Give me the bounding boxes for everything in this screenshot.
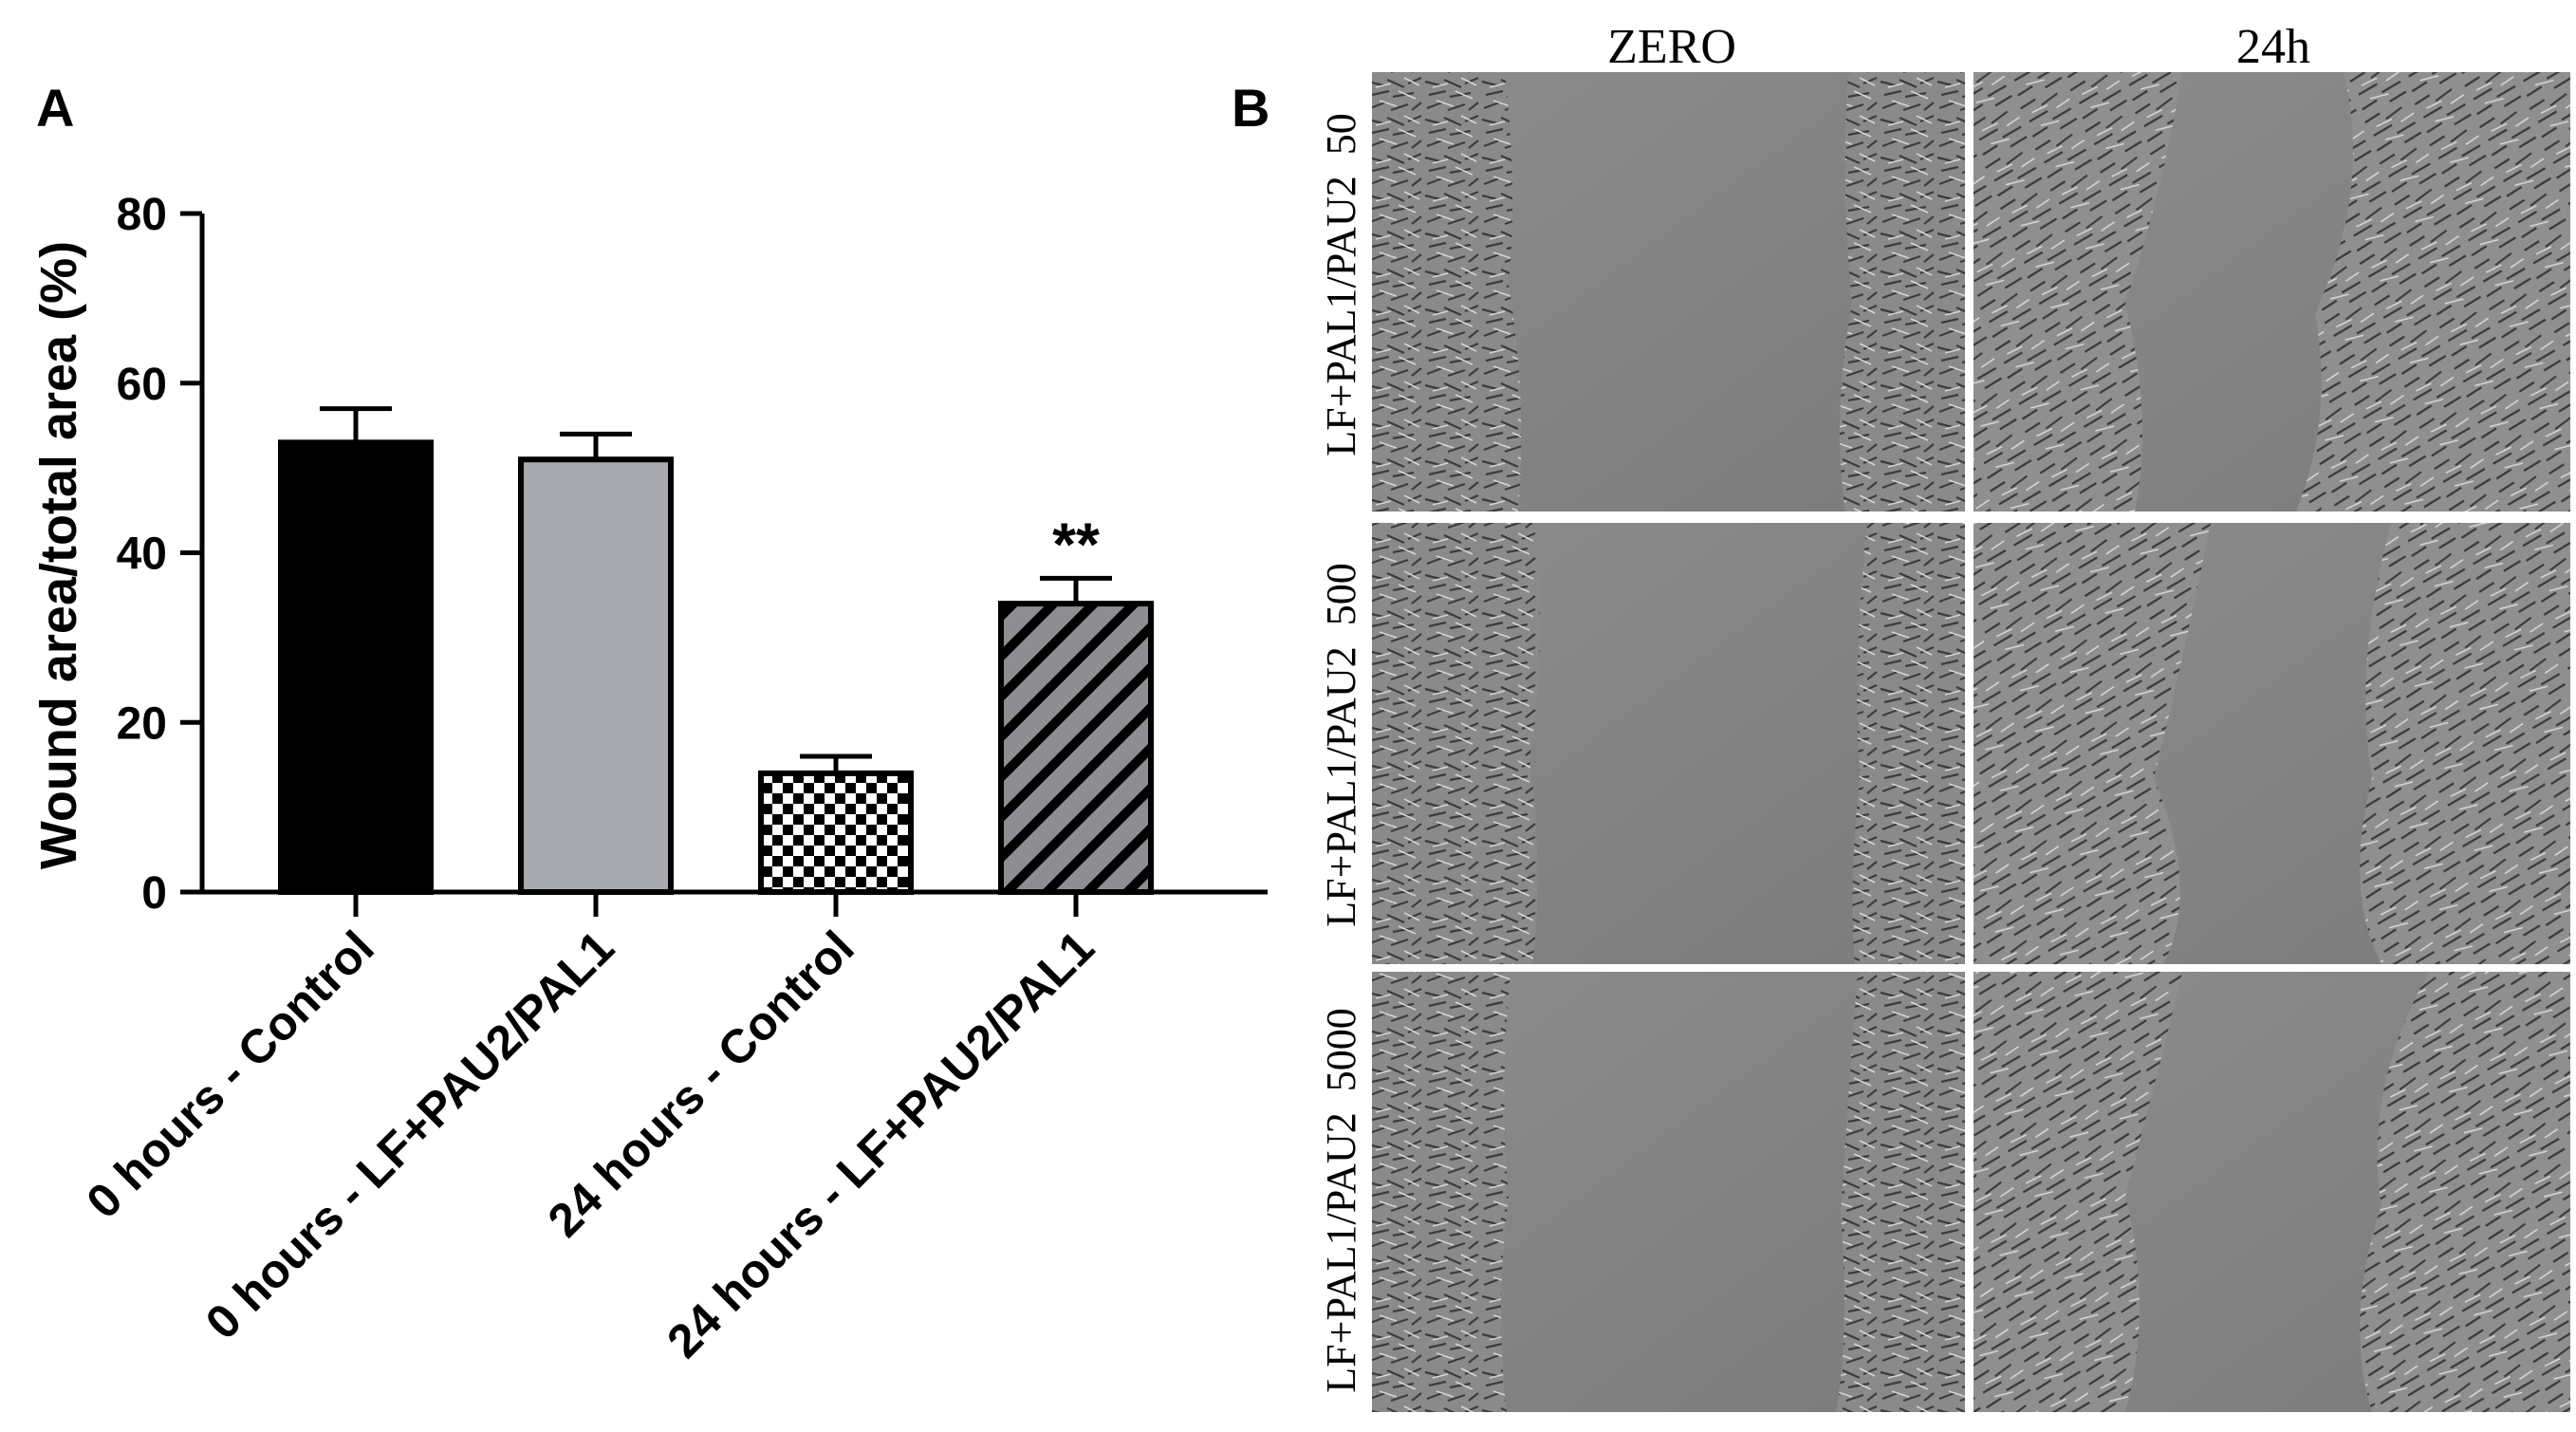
y-axis-ticks: 0 20 40 60 80 [117, 190, 202, 919]
y-tick-label: 20 [117, 698, 167, 749]
bar-4 [998, 601, 1154, 895]
bars [278, 439, 1154, 895]
category-label: 0 hours - LF+PAU2/PAL1 [195, 921, 624, 1349]
y-axis-label: Wound area/total area (%) [30, 241, 87, 869]
annotations: ** [1052, 510, 1100, 578]
panel-a-letter: A [36, 78, 74, 138]
category-label: 24 hours - LF+PAU2/PAL1 [657, 921, 1103, 1367]
y-tick-label: 80 [117, 190, 167, 240]
row-label-500: LF+PAL1/PAU2 500 [1318, 563, 1364, 926]
row-label-5000: LF+PAL1/PAU2 5000 [1318, 1008, 1364, 1392]
column-header-24h: 24h [2236, 20, 2310, 74]
bar-1 [278, 439, 434, 895]
micrograph-500-zero [1372, 523, 1965, 964]
y-tick-label: 40 [117, 530, 167, 580]
error-bars [320, 406, 1112, 773]
micrograph-50-24h [1974, 72, 2570, 511]
significance-marker: ** [1052, 510, 1100, 578]
micrograph-50-zero [1372, 72, 1965, 511]
bar-2 [518, 456, 674, 895]
x-axis-ticks [353, 892, 1079, 917]
micrograph-grid-lines [1366, 66, 2576, 1418]
micrograph-500-24h [1974, 523, 2570, 964]
y-tick-label: 0 [141, 868, 167, 919]
row-label-50: LF+PAL1/PAU2 50 [1318, 113, 1364, 456]
bar-3 [758, 770, 914, 895]
panel-b-letter: B [1232, 78, 1269, 138]
micrograph-5000-24h [1974, 972, 2570, 1412]
y-tick-label: 60 [117, 360, 167, 410]
micrograph-5000-zero [1372, 972, 1965, 1412]
column-header-zero: ZERO [1607, 20, 1736, 74]
